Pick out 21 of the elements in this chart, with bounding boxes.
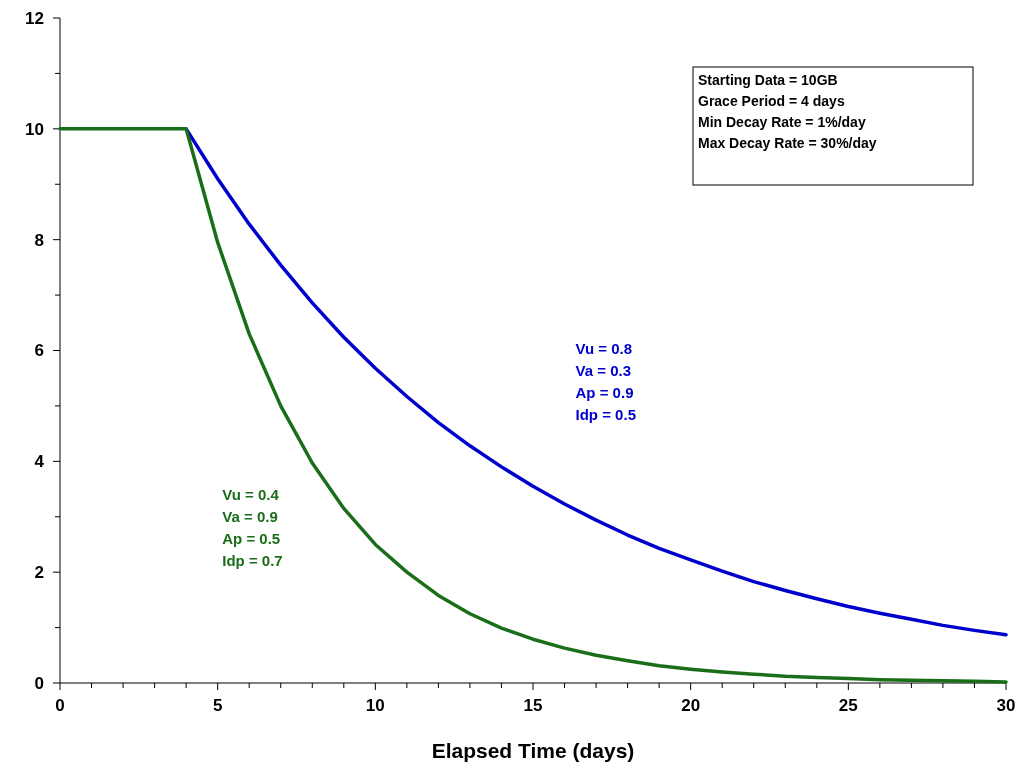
- x-tick-label: 5: [212, 696, 223, 715]
- annotation: Max Decay Rate = 30%/day: [698, 134, 877, 151]
- text: Vu = 0.4 Va = 0.9 Ap = 0.5 Idp = 0.7: [222, 486, 283, 569]
- annotation: Starting Data = 10GB: [698, 71, 838, 88]
- text: Vu = 0.8 Va = 0.3 Ap = 0.9 Idp = 0.5: [575, 340, 636, 423]
- annotation: Min Decay Rate = 1%/day: [698, 113, 866, 130]
- x-tick-label: 10: [365, 696, 385, 715]
- y-tick-label: 6: [34, 341, 44, 361]
- x-tick-label: 30: [996, 696, 1016, 715]
- x-tick-label: 15: [523, 696, 543, 715]
- y-tick-label: 10: [25, 119, 44, 139]
- y-tick-label: 0: [34, 673, 44, 693]
- x-tick-label: 0: [55, 696, 65, 715]
- y-tick-label: 12: [25, 8, 44, 28]
- x-tick-label: 25: [838, 696, 858, 715]
- y-tick-label: 2: [34, 563, 44, 583]
- y-tick-label: 8: [34, 230, 44, 250]
- x-tick-label: 20: [681, 696, 701, 715]
- y-tick-label: 4: [34, 452, 45, 472]
- x-axis-title: Elapsed Time (days): [431, 739, 635, 762]
- annotation: Grace Period = 4 days: [698, 92, 845, 109]
